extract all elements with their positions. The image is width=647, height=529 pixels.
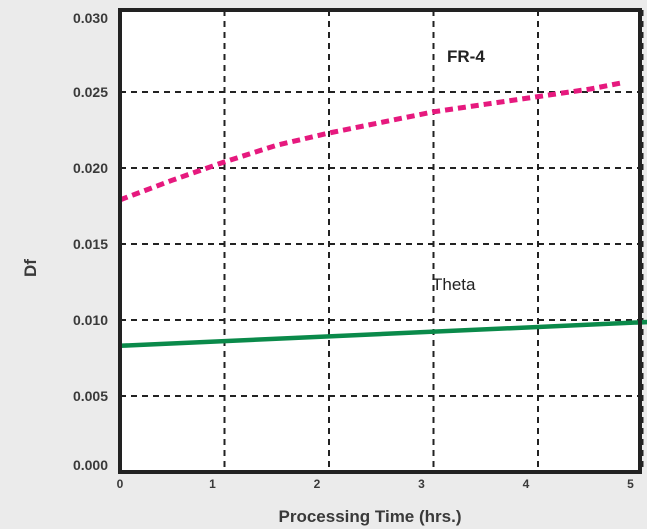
y-axis-title: Df [21,259,40,277]
plot-background [120,10,640,472]
tick-labels: 0 1 2 3 4 5 0.000 0.005 0.010 0.015 0.020 0.025 0.03… [73,10,634,491]
y-tick-label: 0.020 [73,160,108,176]
y-tick-label: 0.000 [73,457,108,473]
x-tick-label: 1 [209,477,216,491]
x-tick-label: 4 [523,477,530,491]
series-label-theta: Theta [432,275,476,294]
x-axis-title: Processing Time (hrs.) [279,507,462,526]
series-line-fr-4 [119,80,623,203]
y-tick-label: 0.015 [73,236,108,252]
series-label-fr4: FR-4 [447,47,485,66]
series-layer [119,80,647,349]
plot-frame [118,8,642,474]
x-tick-label: 0 [117,477,124,491]
series-line-theta [119,319,647,349]
x-tick-label: 5 [627,477,634,491]
x-tick-label: 3 [418,477,425,491]
y-tick-label: 0.025 [73,84,108,100]
x-tick-label: 2 [314,477,321,491]
y-tick-label: 0.030 [73,10,108,26]
grid-lines [120,10,647,472]
y-tick-label: 0.005 [73,388,108,404]
y-tick-label: 0.010 [73,312,108,328]
